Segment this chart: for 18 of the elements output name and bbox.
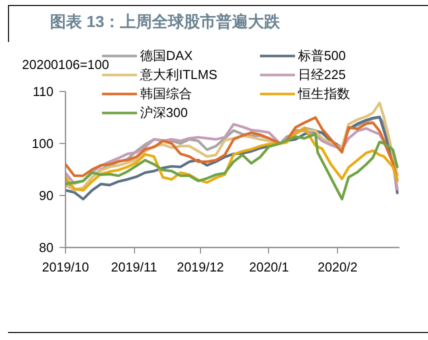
legend-label: 德国DAX (140, 46, 193, 64)
x-tick-label: 2019/11 (111, 260, 158, 274)
x-tick-label: 2020/1 (249, 260, 289, 274)
chart-title: 图表 13：上周全球股市普遍大跌 (50, 13, 280, 33)
y-axis-title: 20200106=100 (22, 57, 110, 72)
legend-label: 日经225 (298, 66, 346, 84)
y-tick-label: 80 (39, 240, 54, 255)
legend-label: 标普500 (298, 46, 346, 64)
legend-label: 沪深300 (140, 104, 188, 122)
x-tick-label: 2019/12 (176, 260, 224, 274)
legend-label: 意大利ITLMS (140, 66, 218, 84)
legend-label: 韩国综合 (140, 84, 192, 102)
y-tick-label: 90 (39, 188, 54, 203)
y-tick-label: 100 (32, 136, 54, 151)
legend-label: 恒生指数 (298, 84, 350, 102)
y-tick-label: 110 (32, 84, 54, 99)
x-tick-label: 2019/10 (42, 260, 90, 274)
x-tick-label: 2020/2 (318, 260, 358, 274)
